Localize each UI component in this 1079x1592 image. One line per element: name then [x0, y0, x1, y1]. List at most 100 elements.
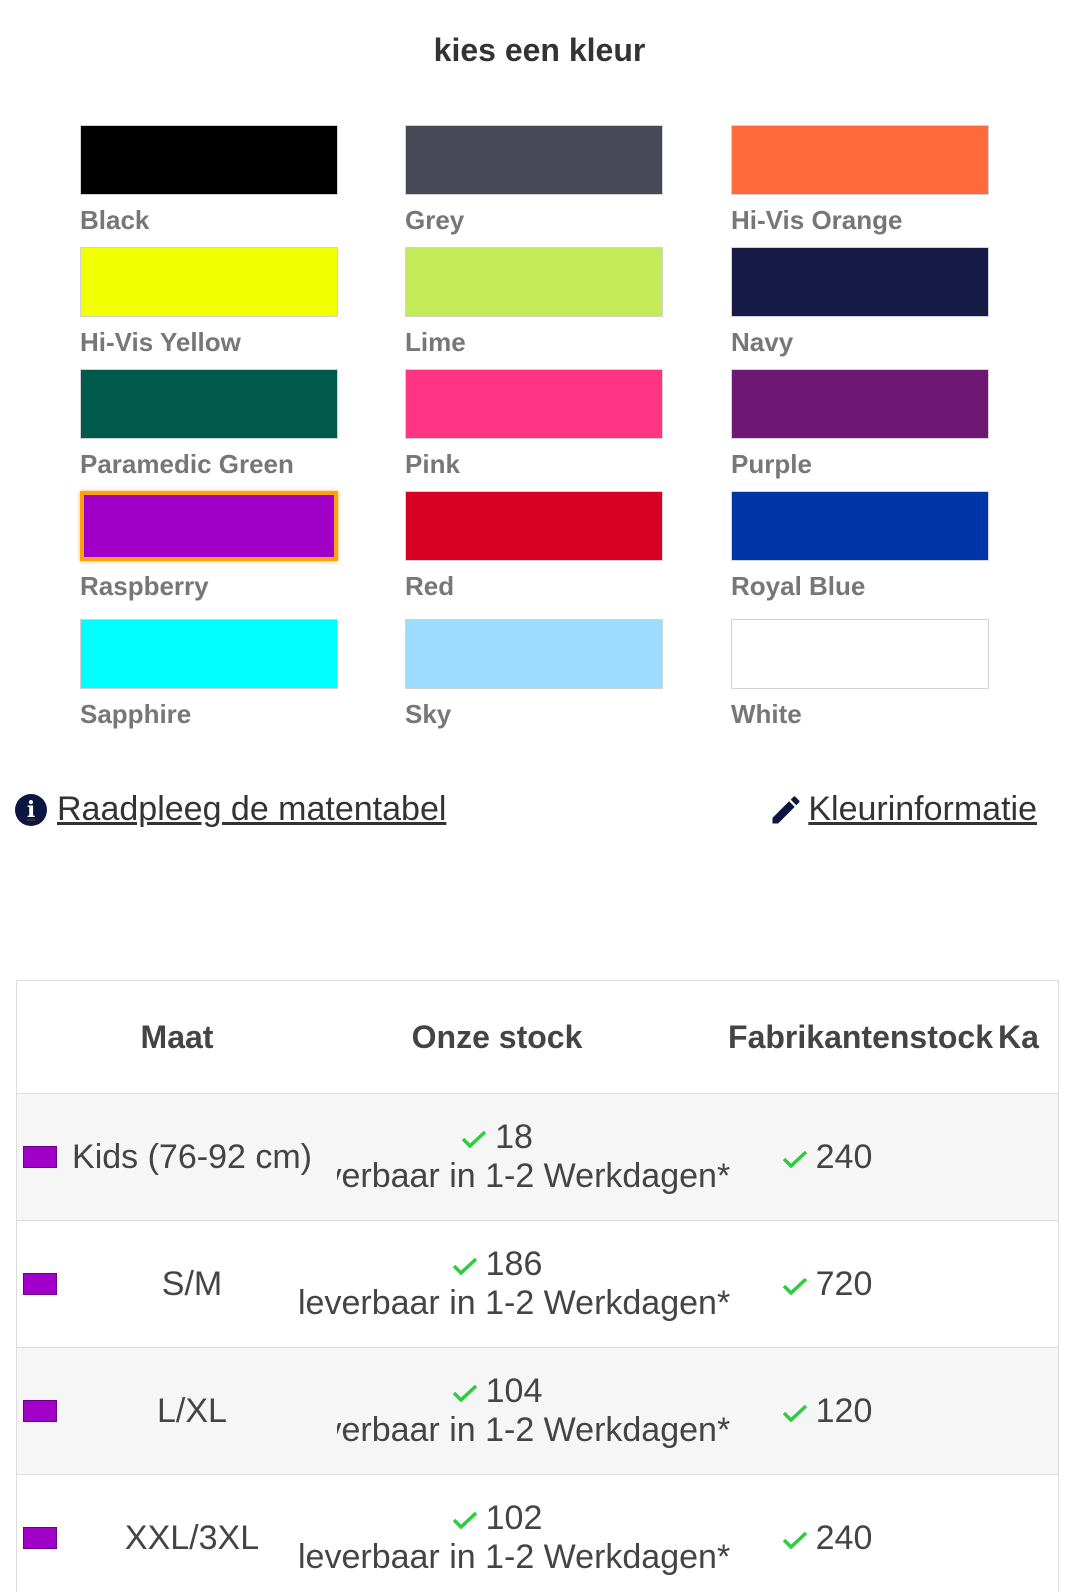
color-info-link-label: Kleurinformatie	[808, 790, 1037, 829]
color-swatch-royal-blue[interactable]: Royal Blue	[731, 491, 991, 602]
color-swatch-sapphire[interactable]: Sapphire	[80, 619, 340, 730]
size-label: Kids (76-92 cm)	[42, 1138, 312, 1176]
our-stock-value: 18	[495, 1118, 533, 1156]
row-color-swatch	[23, 1146, 57, 1168]
our-stock-qty: 102	[338, 1499, 656, 1538]
color-swatch-box[interactable]	[731, 369, 989, 439]
our-stock-value: 104	[486, 1372, 543, 1410]
header-manufacturer-stock: Fabrikantenstock	[657, 981, 997, 1094]
color-swatch-purple[interactable]: Purple	[731, 369, 991, 480]
color-swatch-lime[interactable]: Lime	[405, 247, 665, 358]
row-color-swatch	[23, 1273, 57, 1295]
color-swatch-label: Raspberry	[80, 571, 340, 602]
color-swatch-grey[interactable]: Grey	[405, 125, 665, 236]
color-swatch-label: Pink	[405, 449, 665, 480]
color-swatch-hi-vis-orange[interactable]: Hi-Vis Orange	[731, 125, 991, 236]
color-swatch-box[interactable]	[80, 619, 338, 689]
size-label: S/M	[132, 1265, 222, 1303]
partial-cell	[997, 1221, 1058, 1348]
color-swatch-raspberry[interactable]: Raspberry	[80, 491, 340, 602]
color-swatch-label: Paramedic Green	[80, 449, 340, 480]
header-size: Maat	[17, 981, 337, 1094]
color-swatch-paramedic-green[interactable]: Paramedic Green	[80, 369, 340, 480]
color-swatch-box[interactable]	[731, 491, 989, 561]
our-stock-qty: 18	[338, 1118, 656, 1157]
check-icon	[782, 1531, 808, 1549]
row-color-swatch	[23, 1527, 57, 1549]
availability-text: leverbaar in 1-2 Werkdagen*	[298, 1157, 696, 1196]
color-swatch-box[interactable]	[405, 619, 663, 689]
color-swatch-label: Red	[405, 571, 665, 602]
color-swatch-red[interactable]: Red	[405, 491, 665, 602]
color-swatch-box[interactable]	[80, 491, 338, 561]
header-our-stock: Onze stock	[337, 981, 657, 1094]
color-swatch-box[interactable]	[80, 247, 338, 317]
our-stock-value: 186	[486, 1245, 543, 1283]
row-color-swatch	[23, 1400, 57, 1422]
color-swatch-box[interactable]	[405, 247, 663, 317]
check-icon	[461, 1130, 487, 1148]
color-swatch-box[interactable]	[405, 491, 663, 561]
color-swatch-box[interactable]	[80, 125, 338, 195]
color-swatch-box[interactable]	[405, 125, 663, 195]
check-icon	[452, 1511, 478, 1529]
size-cell: Kids (76-92 cm)	[17, 1094, 337, 1221]
stock-table-container: Maat Onze stock Fabrikantenstock Ka Kids…	[16, 980, 1059, 1592]
partial-cell	[997, 1348, 1058, 1475]
manufacturer-stock-value: 720	[816, 1265, 873, 1303]
check-icon	[452, 1257, 478, 1275]
manufacturer-stock-value: 120	[816, 1392, 873, 1430]
our-stock-value: 102	[486, 1499, 543, 1537]
color-swatch-label: Sky	[405, 699, 665, 730]
check-icon	[452, 1384, 478, 1402]
color-swatch-grid: Black Grey Hi-Vis Orange Hi-Vis Yellow Lime N…	[0, 0, 1079, 760]
availability-text: leverbaar in 1-2 Werkdagen*	[298, 1284, 696, 1323]
our-stock-qty: 104	[338, 1372, 656, 1411]
pencil-icon	[768, 792, 804, 828]
our-stock-qty: 186	[338, 1245, 656, 1284]
info-icon: i	[15, 794, 47, 826]
size-cell: L/XL	[17, 1348, 337, 1475]
color-swatch-label: Royal Blue	[731, 571, 991, 602]
partial-cell	[997, 1475, 1058, 1592]
table-header-row: Maat Onze stock Fabrikantenstock Ka	[17, 981, 1058, 1094]
color-swatch-box[interactable]	[80, 369, 338, 439]
partial-cell	[997, 1094, 1058, 1221]
color-swatch-label: Grey	[405, 205, 665, 236]
color-swatch-pink[interactable]: Pink	[405, 369, 665, 480]
color-swatch-box[interactable]	[731, 619, 989, 689]
availability-text: leverbaar in 1-2 Werkdagen*	[298, 1538, 696, 1577]
check-icon	[782, 1150, 808, 1168]
size-table-link[interactable]: i Raadpleeg de matentabel	[15, 790, 446, 829]
color-swatch-black[interactable]: Black	[80, 125, 340, 236]
size-label: L/XL	[127, 1392, 227, 1430]
check-icon	[782, 1404, 808, 1422]
size-label: XXL/3XL	[95, 1519, 259, 1557]
color-swatch-box[interactable]	[731, 125, 989, 195]
color-swatch-navy[interactable]: Navy	[731, 247, 991, 358]
color-swatch-label: Hi-Vis Yellow	[80, 327, 340, 358]
color-swatch-hi-vis-yellow[interactable]: Hi-Vis Yellow	[80, 247, 340, 358]
color-swatch-label: Black	[80, 205, 340, 236]
size-cell: S/M	[17, 1221, 337, 1348]
color-swatch-label: Hi-Vis Orange	[731, 205, 991, 236]
availability-text: leverbaar in 1-2 Werkdagen*	[298, 1411, 696, 1450]
color-swatch-label: Purple	[731, 449, 991, 480]
color-swatch-sky[interactable]: Sky	[405, 619, 665, 730]
color-swatch-white[interactable]: White	[731, 619, 991, 730]
stock-table: Maat Onze stock Fabrikantenstock Ka Kids…	[17, 981, 1058, 1592]
color-info-link[interactable]: Kleurinformatie	[768, 790, 1037, 829]
color-swatch-box[interactable]	[731, 247, 989, 317]
header-partial-column: Ka	[997, 981, 1058, 1094]
info-links: i Raadpleeg de matentabel Kleurinformati…	[0, 790, 1079, 840]
color-swatch-label: Lime	[405, 327, 665, 358]
color-swatch-box[interactable]	[405, 369, 663, 439]
